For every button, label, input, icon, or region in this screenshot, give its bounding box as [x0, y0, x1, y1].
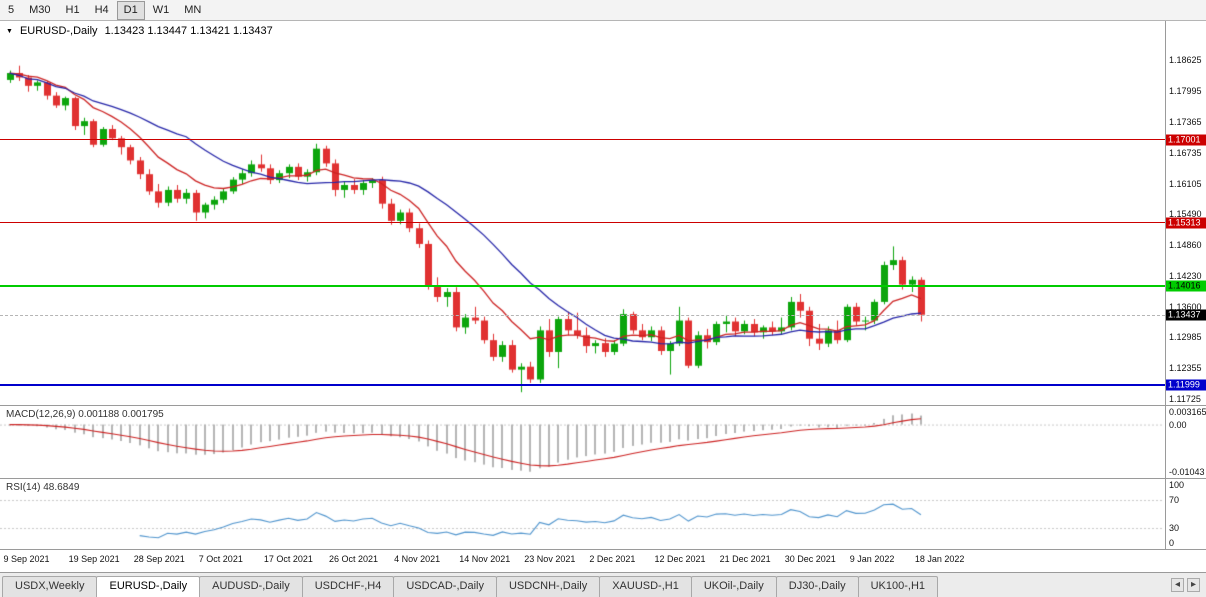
price-tick-label: 1.11725 [1169, 393, 1201, 404]
price-tick-label: 1.13600 [1169, 301, 1202, 312]
horizontal-line[interactable] [0, 222, 1165, 224]
chart-tab-usdcnh-daily[interactable]: USDCNH-,Daily [495, 576, 601, 597]
date-label: 7 Oct 2021 [198, 554, 243, 564]
chart-tab-dj30-daily[interactable]: DJ30-,Daily [775, 576, 859, 597]
chart-tab-eurusd-daily[interactable]: EURUSD-,Daily [96, 576, 201, 597]
macd-tick-label: 0.00 [1169, 419, 1187, 430]
chart-tab-audusd-daily[interactable]: AUDUSD-,Daily [199, 576, 303, 597]
rsi-tick-label: 100 [1169, 480, 1185, 490]
price-tick-label: 1.12355 [1169, 362, 1202, 373]
hline-price-label: 1.14016 [1166, 280, 1206, 292]
chart-tabs: USDX,Weekly EURUSD-,Daily AUDUSD-,Daily USD… [2, 576, 1165, 597]
date-label: 17 Oct 2021 [263, 554, 313, 564]
date-label: 26 Oct 2021 [329, 554, 379, 564]
tabs-scroll-right-button[interactable]: ▸ [1186, 578, 1200, 592]
date-label: 2 Dec 2021 [589, 554, 636, 564]
tabs-scrollbar[interactable]: ◂ ▸ [1165, 578, 1204, 597]
hline-price-label: 1.17001 [1166, 134, 1206, 146]
hline-price-label: 1.11999 [1166, 379, 1206, 391]
date-label: 30 Dec 2021 [784, 554, 836, 564]
price-tick-label: 1.16735 [1169, 147, 1202, 158]
timeframe-button-mn[interactable]: MN [184, 3, 202, 16]
timeframe-toolbar: 5 M30 H1 H4 D1 W1 MN [0, 0, 1206, 21]
date-label: 14 Nov 2021 [459, 554, 511, 564]
date-label: 9 Jan 2022 [849, 554, 895, 564]
timeframe-button-5[interactable]: 5 [8, 3, 15, 16]
date-label: 28 Sep 2021 [133, 554, 185, 564]
date-label: 4 Nov 2021 [394, 554, 441, 564]
chart-tab-ukoil-daily[interactable]: UKOil-,Daily [690, 576, 777, 597]
chart-tab-usdchf-h4[interactable]: USDCHF-,H4 [301, 576, 395, 597]
rsi-tick-label: 30 [1169, 523, 1180, 533]
timeframe-button-h4[interactable]: H4 [94, 3, 109, 16]
date-label: 23 Nov 2021 [524, 554, 576, 564]
macd-indicator-label: MACD(12,26,9) 0.001188 0.001795 [6, 409, 164, 420]
chart-title: ▼ EURUSD-,Daily 1.13423 1.13447 1.13421 … [6, 25, 273, 37]
rsi-canvas[interactable] [0, 479, 1164, 549]
date-label: 19 Sep 2021 [68, 554, 120, 564]
price-tick-label: 1.14230 [1169, 270, 1202, 281]
rsi-axis[interactable]: 100 70 30 0 [1165, 479, 1206, 549]
chart-symbol-label: EURUSD-,Daily [19, 25, 98, 37]
date-label: 21 Dec 2021 [719, 554, 771, 564]
time-axis[interactable]: 9 Sep 2021 19 Sep 2021 28 Sep 2021 7 Oct 20… [0, 549, 1206, 570]
price-tick-label: 1.14860 [1169, 239, 1202, 250]
horizontal-line[interactable] [0, 384, 1165, 387]
bid-price-line [0, 314, 1165, 316]
price-tick-label: 1.15490 [1169, 208, 1202, 219]
chart-tab-xauusd-h1[interactable]: XAUUSD-,H1 [599, 576, 692, 597]
macd-tick-label: -0.01043 [1169, 467, 1205, 477]
macd-panel: MACD(12,26,9) 0.001188 0.001795 0.003165… [0, 405, 1206, 478]
price-chart-canvas[interactable] [0, 21, 1164, 405]
chart-ohlc-values: 1.13423 1.13447 1.13421 1.13437 [104, 25, 273, 37]
price-tick-label: 1.17995 [1169, 85, 1202, 96]
rsi-panel: RSI(14) 48.6849 100 70 30 0 [0, 478, 1206, 549]
chart-tabs-bar: USDX,Weekly EURUSD-,Daily AUDUSD-,Daily USD… [0, 573, 1206, 597]
date-label: 12 Dec 2021 [654, 554, 706, 564]
rsi-indicator-label: RSI(14) 48.6849 [6, 482, 80, 493]
tabs-scroll-left-button[interactable]: ◂ [1170, 578, 1184, 592]
rsi-tick-label: 70 [1169, 495, 1180, 505]
chart-window: ▼ EURUSD-,Daily 1.13423 1.13447 1.13421 … [0, 21, 1206, 573]
chart-collapse-icon[interactable]: ▼ [6, 27, 13, 35]
chart-tab-usdx-weekly[interactable]: USDX,Weekly [2, 576, 98, 597]
timeframe-button-d1[interactable]: D1 [116, 0, 145, 20]
timeframe-button-h1[interactable]: H1 [65, 3, 80, 16]
macd-tick-label: 0.003165 [1169, 407, 1206, 417]
timeframe-button-w1[interactable]: W1 [152, 3, 170, 16]
chart-tab-uk100-h1[interactable]: UK100-,H1 [857, 576, 939, 597]
price-axis[interactable]: 1.18625 1.17995 1.17365 1.16735 1.16105 1.154… [1165, 21, 1206, 405]
horizontal-line[interactable] [0, 285, 1165, 288]
timeframe-button-m30[interactable]: M30 [29, 3, 51, 16]
current-price-label: 1.13437 [1166, 309, 1206, 321]
price-tick-label: 1.18625 [1169, 55, 1202, 66]
macd-axis[interactable]: 0.003165 0.00 -0.01043 [1165, 406, 1206, 478]
macd-canvas[interactable] [0, 406, 1164, 478]
date-label: 9 Sep 2021 [3, 554, 50, 564]
price-tick-label: 1.12985 [1169, 331, 1202, 342]
rsi-tick-label: 0 [1169, 538, 1175, 548]
horizontal-line[interactable] [0, 139, 1165, 141]
date-label: 18 Jan 2022 [914, 554, 965, 564]
price-chart-panel: ▼ EURUSD-,Daily 1.13423 1.13447 1.13421 … [0, 21, 1206, 405]
price-tick-label: 1.16105 [1169, 178, 1202, 189]
chart-tab-usdcad-daily[interactable]: USDCAD-,Daily [393, 576, 497, 597]
price-tick-label: 1.17365 [1169, 116, 1202, 127]
hline-price-label: 1.15313 [1166, 217, 1206, 229]
